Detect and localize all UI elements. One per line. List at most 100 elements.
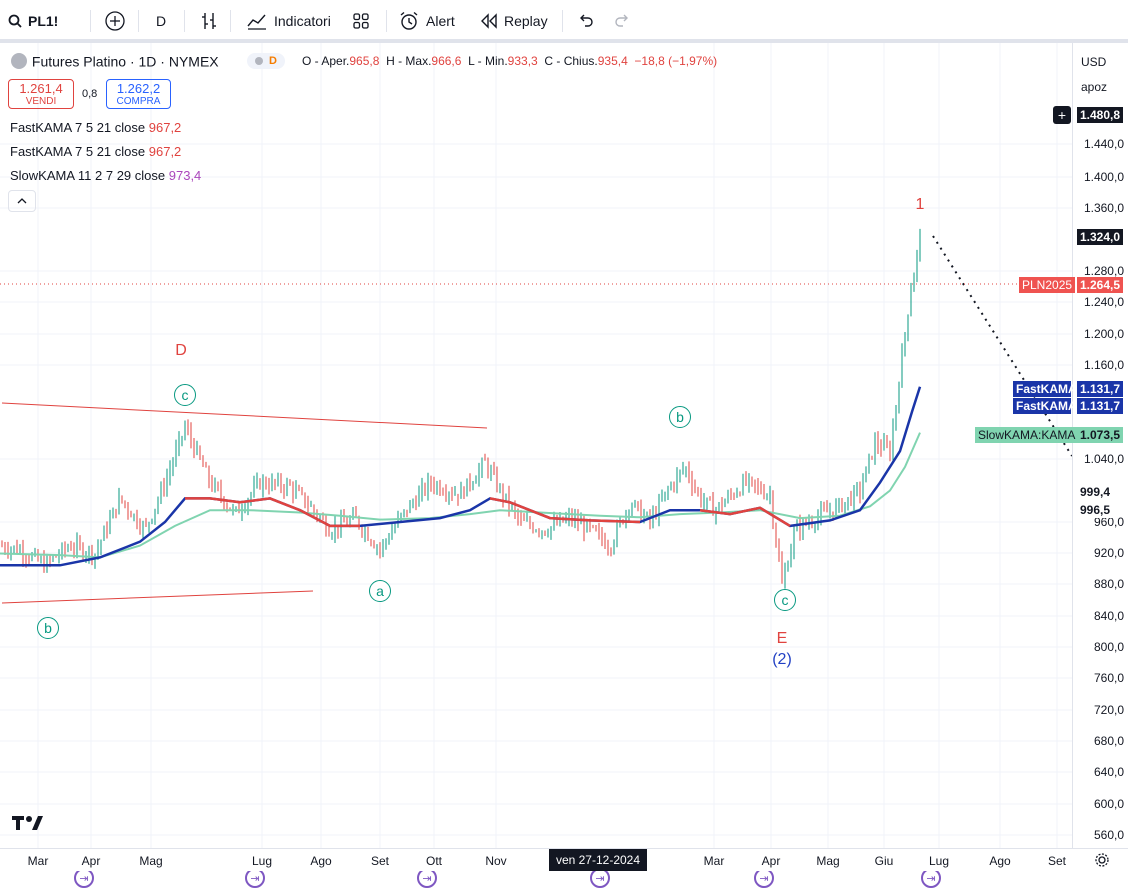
bar-chart-type-icon <box>202 13 216 29</box>
undo-icon <box>580 14 593 27</box>
undo-button[interactable] <box>576 8 594 34</box>
collapse-legend-button[interactable] <box>8 190 36 212</box>
legend-title[interactable]: Futures Platino · 1D · NYMEX <box>31 53 219 70</box>
spread-value: 0,8 <box>82 88 98 100</box>
wave-label-D[interactable]: D <box>175 342 187 359</box>
time-tick-label: Mag <box>139 854 163 868</box>
time-tick-label: Mar <box>703 854 725 868</box>
chart-legend: Futures Platino · 1D · NYMEX <box>10 52 219 70</box>
add-alert-plus-icon[interactable]: + <box>1053 106 1071 124</box>
slowkama-value-tag: 1.073,5 <box>1077 427 1124 443</box>
time-tick-label: Ott <box>425 854 443 868</box>
wave-label-b1[interactable]: b <box>37 617 59 639</box>
gear-icon <box>1095 853 1109 867</box>
replay-button[interactable]: Replay <box>480 8 548 34</box>
time-tick-label: Apr <box>81 854 101 868</box>
wave-label-2[interactable]: (2) <box>772 651 792 668</box>
indicators-button[interactable]: Indicatori <box>246 8 331 34</box>
event-icon[interactable]: ⇥ <box>417 868 437 888</box>
fast-kama-line <box>0 386 922 567</box>
wave-label-c1[interactable]: c <box>174 384 196 406</box>
time-tick-label: Lug <box>928 854 950 868</box>
chart-type-button[interactable] <box>200 8 218 34</box>
lower-channel-line <box>1 590 314 604</box>
time-tick-label: Giu <box>874 854 894 868</box>
interval-button[interactable]: D <box>156 8 166 34</box>
indicator-legend-fastkama-2[interactable]: FastKAMA 7 5 21 close 967,2 <box>10 144 182 159</box>
status-dot-icon <box>255 57 264 65</box>
sell-button[interactable]: 1.261,4 VENDI <box>8 79 74 109</box>
time-tick-label: Apr <box>761 854 781 868</box>
slow-kama-line <box>0 432 921 559</box>
replay-label: Replay <box>504 13 548 29</box>
chart-pane[interactable]: D c b a b c E (2) 1 ⇥ ⇥ ⇥ ⇥ ⇥ ⇥ <box>0 43 1072 888</box>
event-icon[interactable]: ⇥ <box>74 868 94 888</box>
slowkama-label-tag: SlowKAMA:KAMA <box>975 427 1079 443</box>
event-icon[interactable]: ⇥ <box>245 868 265 888</box>
fast-kama-down-segment <box>185 497 360 528</box>
low-price-tag-2: 996,5 <box>1077 502 1114 518</box>
price-tick-label: 640,0 <box>1093 765 1124 779</box>
alarm-clock-icon <box>400 11 418 30</box>
symbol-name: PL1! <box>28 13 59 29</box>
buy-button[interactable]: 1.262,2 COMPRA <box>106 79 171 109</box>
data-source-badge[interactable]: D <box>247 53 285 69</box>
compare-button[interactable] <box>104 8 126 34</box>
time-tick-label: Mar <box>27 854 49 868</box>
cursor-date-tag: ven 27-12-2024 <box>549 849 647 871</box>
price-tick-label: 800,0 <box>1093 640 1124 654</box>
event-icon[interactable]: ⇥ <box>590 868 610 888</box>
cursor-price-tag: 1.480,8 <box>1077 107 1124 123</box>
time-tick-label: Ago <box>310 854 332 868</box>
top-toolbar: PL1! D Indicatori Alert Replay <box>0 0 1128 43</box>
indicator-legend-fastkama-1[interactable]: FastKAMA 7 5 21 close 967,2 <box>10 120 182 135</box>
pln2025-price-tag: 1.264,5 <box>1077 277 1124 293</box>
price-tick-label: 1.200,0 <box>1083 327 1124 341</box>
settings-button[interactable] <box>1094 852 1110 868</box>
symbol-search[interactable]: PL1! <box>8 8 58 34</box>
indicator-legend-slowkama[interactable]: SlowKAMA 11 2 7 29 close 973,4 <box>10 168 202 183</box>
price-tick-label: 1.040,0 <box>1083 452 1124 466</box>
scale-mode[interactable]: apoz <box>1081 80 1108 94</box>
price-tick-label: 720,0 <box>1093 703 1124 717</box>
alert-button[interactable]: Alert <box>398 8 455 34</box>
wave-label-b2[interactable]: b <box>669 406 691 428</box>
price-tick-label: 840,0 <box>1093 609 1124 623</box>
upper-channel-line <box>1 402 488 429</box>
price-chart[interactable] <box>0 43 1072 848</box>
wave-label-1[interactable]: 1 <box>915 196 925 213</box>
event-icon[interactable]: ⇥ <box>921 868 941 888</box>
price-tick-label: 920,0 <box>1093 546 1124 560</box>
low-price-tag-1: 999,4 <box>1077 484 1114 500</box>
tradingview-logo-icon <box>12 816 43 830</box>
chevron-up-icon <box>17 198 27 204</box>
time-tick-label: Nov <box>485 854 507 868</box>
redo-icon <box>615 14 628 27</box>
price-tick-label: 1.160,0 <box>1083 358 1124 372</box>
price-axis[interactable]: USD apoz <box>1072 43 1128 848</box>
layouts-button[interactable] <box>352 8 370 34</box>
price-tick-label: 600,0 <box>1093 797 1124 811</box>
wave-label-c2[interactable]: c <box>774 589 796 611</box>
time-tick-label: Set <box>1047 854 1067 868</box>
time-tick-label: Ago <box>989 854 1011 868</box>
ohlc-values: O - Aper.965,8 H - Max.966,6 L - Min.933… <box>302 54 718 68</box>
fast-kama-down-segment <box>489 497 641 524</box>
wave-label-a[interactable]: a <box>369 580 391 602</box>
alert-label: Alert <box>426 13 455 29</box>
grid-icon <box>353 13 369 29</box>
currency-selector[interactable]: USD <box>1081 55 1107 69</box>
pln2025-label-tag: PLN2025 <box>1019 277 1076 293</box>
fastkama-value-tag-2: 1.131,7 <box>1077 398 1124 414</box>
time-tick-label: Lug <box>251 854 273 868</box>
fastkama-label-tag-2: FastKAMA <box>1013 398 1077 414</box>
indicators-icon <box>247 14 266 30</box>
price-tick-label: 1.240,0 <box>1083 295 1124 309</box>
plus-circle-icon <box>105 11 125 31</box>
tradingview-logo[interactable] <box>12 815 44 836</box>
event-icon[interactable]: ⇥ <box>754 868 774 888</box>
redo-button[interactable] <box>614 8 632 34</box>
wave-label-E[interactable]: E <box>776 630 788 647</box>
fastkama-value-tag: 1.131,7 <box>1077 381 1124 397</box>
indicators-label: Indicatori <box>274 13 331 29</box>
